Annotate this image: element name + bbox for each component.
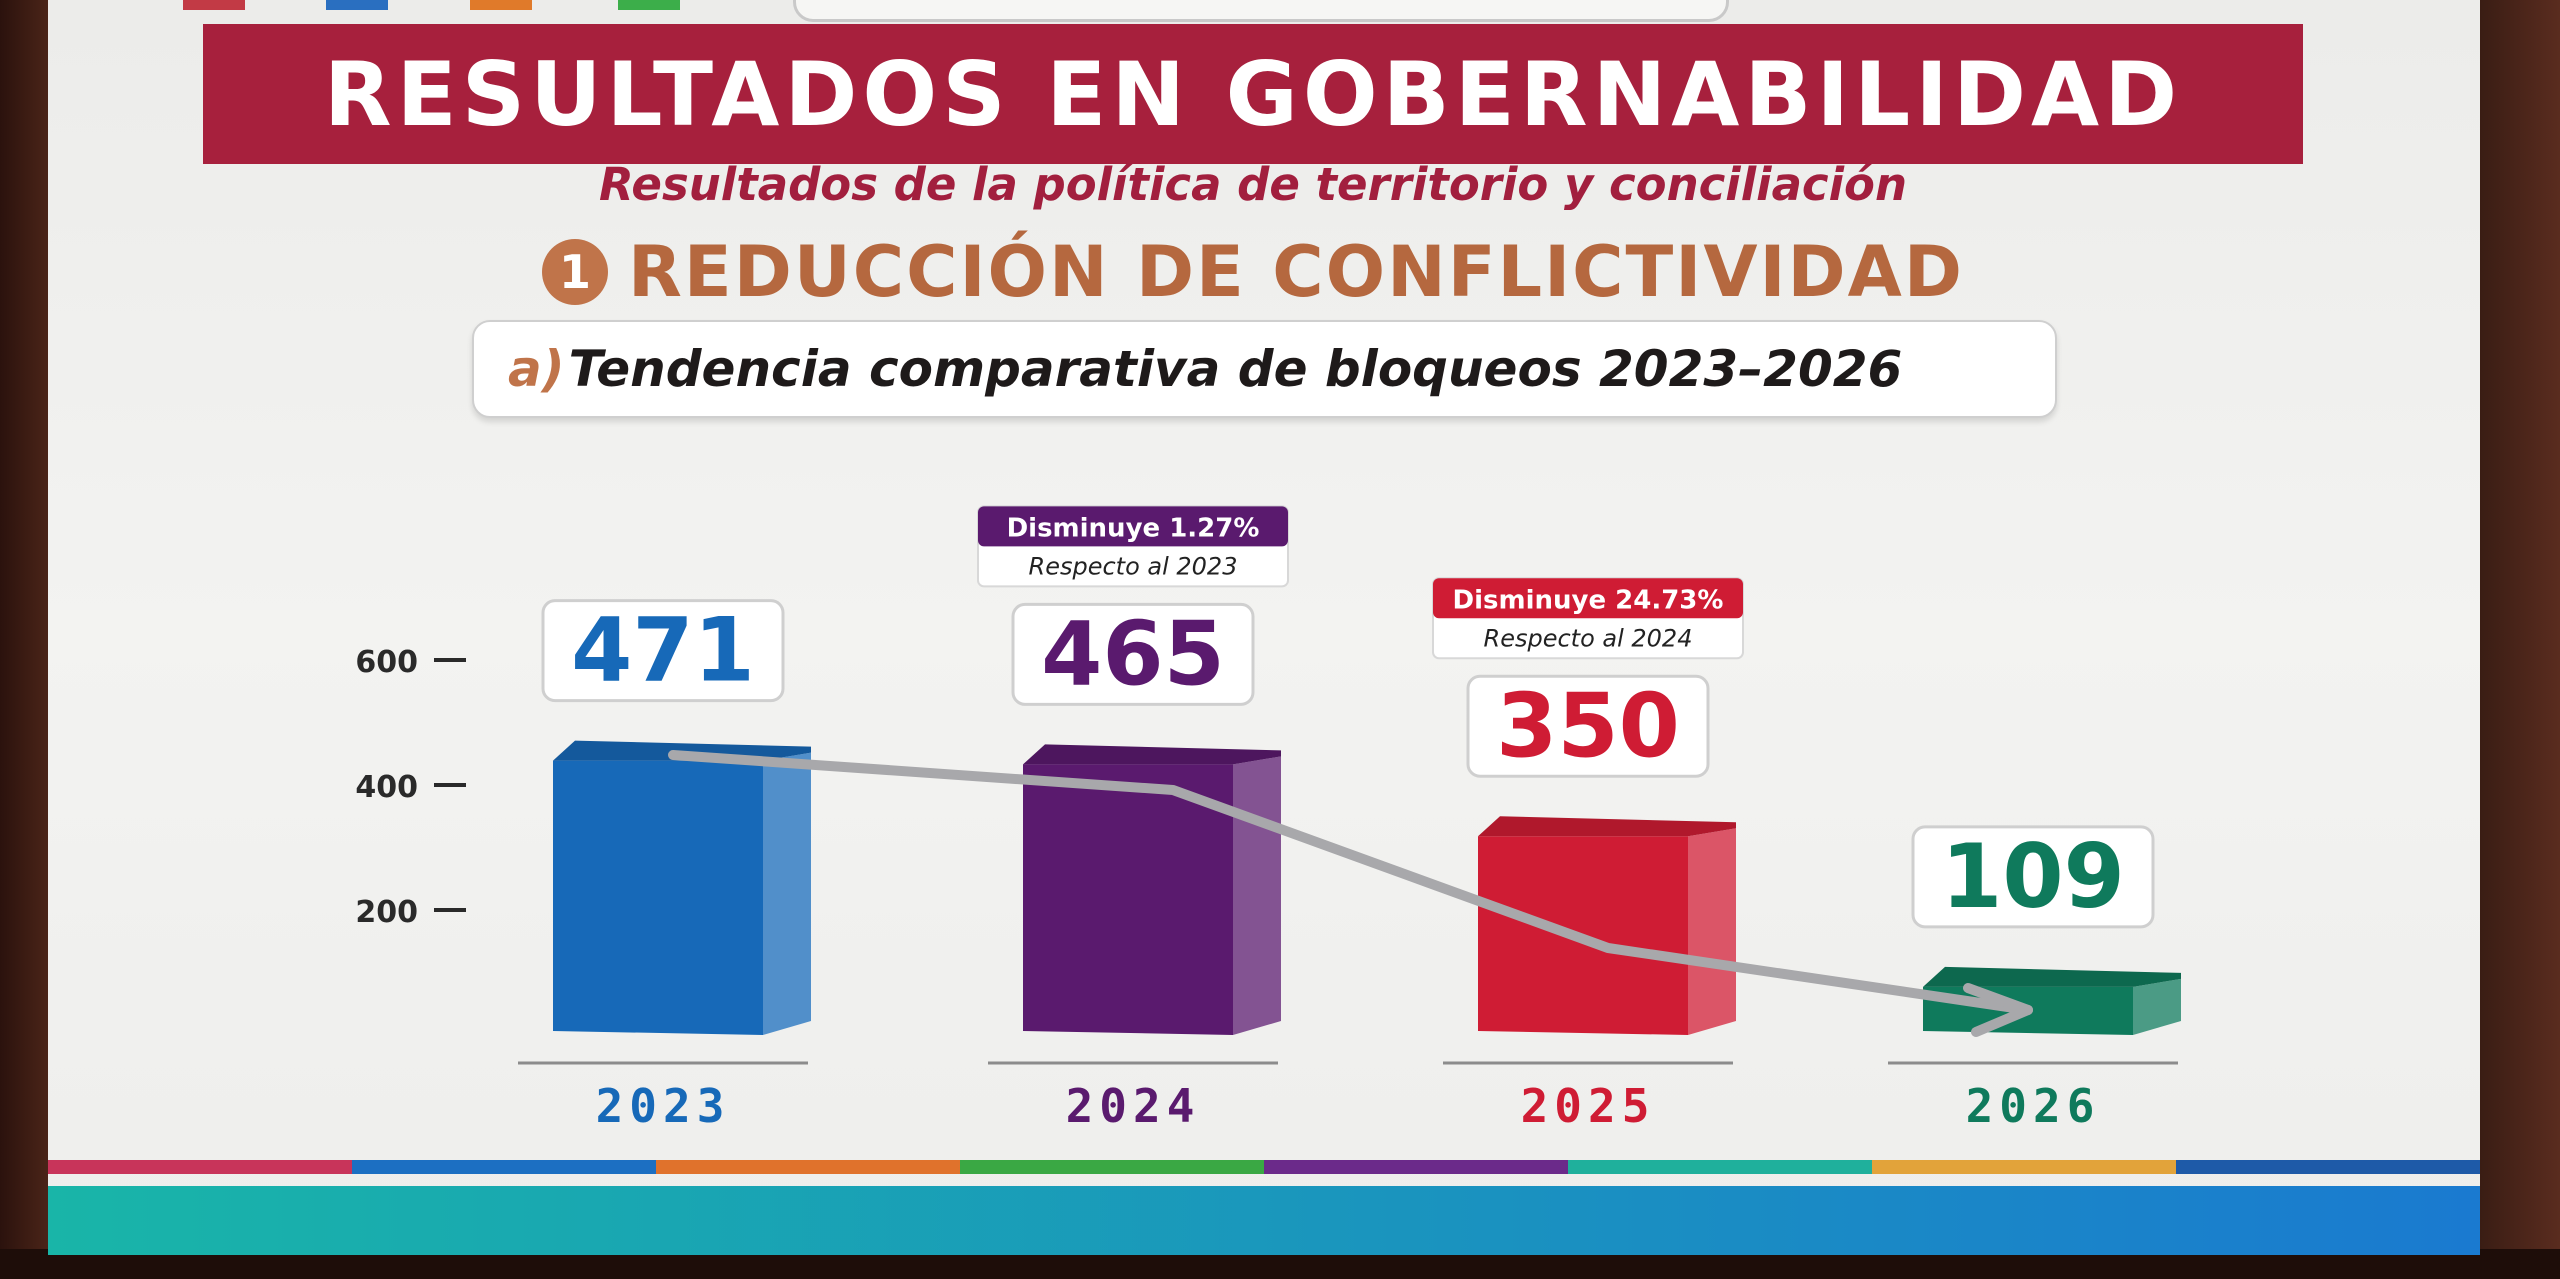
y-tick: 200 [355, 895, 466, 930]
bar-side [1688, 828, 1736, 1035]
data-label: 465 [1041, 602, 1225, 705]
value-label-box [1011, 602, 1255, 706]
color-stripe [48, 1160, 2480, 1174]
annotation-pill: Disminuye 24.73% Respecto al 2024 [1432, 577, 1744, 660]
frame-right [2480, 0, 2560, 1279]
bar-2026: 2026 109 [1888, 825, 2181, 1133]
annotation-header [978, 506, 1288, 547]
subheading-box: a) Tendencia comparativa de bloqueos 202… [472, 320, 2057, 418]
bottom-band [48, 1186, 2480, 1255]
x-tick-label: 2025 [1521, 1079, 1656, 1133]
bar-chart: 200 400 600 2023 471 2024 465 Disminuye 1.27% Re… [355, 505, 2181, 1133]
stripe-segment [352, 1160, 656, 1174]
stripe-segment [1568, 1160, 1872, 1174]
presentation-screen: RESULTADOS EN GOBERNABILIDAD Resultados … [48, 0, 2480, 1255]
section-title: REDUCCIÓN DE CONFLICTIVIDAD [628, 231, 1964, 313]
annotation-title: Disminuye 24.73% [1453, 585, 1724, 615]
annotation-subtitle: Respecto al 2024 [1484, 624, 1693, 652]
data-label: 471 [571, 599, 755, 702]
frame-left [0, 0, 48, 1279]
bar-top [1023, 744, 1281, 765]
x-tick-label: 2026 [1966, 1079, 2101, 1133]
data-label: 350 [1496, 674, 1680, 777]
trend-arrowhead [1963, 983, 2033, 1037]
annotation-header [1433, 578, 1743, 619]
y-tick: 600 [355, 645, 466, 680]
x-tick-label: 2024 [1066, 1079, 1201, 1133]
stripe-segment [1872, 1160, 2176, 1174]
logo-blue [326, 0, 388, 10]
bar-2025: 2025 350 Disminuye 24.73% Respecto al 2024 [1432, 577, 1744, 1133]
section-number-badge: 1 [542, 239, 609, 305]
subheading-text: Tendencia comparativa de bloqueos 2023–2… [568, 340, 1903, 398]
value-label-box [1466, 674, 1710, 778]
value-label-box [1911, 825, 2155, 929]
bar-2023: 2023 471 [518, 599, 811, 1133]
logo-orange [470, 0, 532, 10]
stripe-segment [2176, 1160, 2480, 1174]
bar-side [1233, 756, 1281, 1035]
x-tick-label: 2023 [596, 1079, 731, 1133]
bar-side [2133, 978, 2181, 1035]
bar-front [553, 760, 763, 1035]
stripe-segment [1264, 1160, 1568, 1174]
stripe-segment [960, 1160, 1264, 1174]
y-tick-label: 200 [355, 895, 418, 930]
section-heading: 1 REDUCCIÓN DE CONFLICTIVIDAD [203, 231, 2303, 313]
stripe-segment [656, 1160, 960, 1174]
y-tick: 400 [355, 770, 466, 805]
bar-front [1023, 764, 1233, 1035]
logo-strip [48, 0, 2480, 22]
y-tick-label: 400 [355, 770, 418, 805]
bar-top [1478, 816, 1736, 837]
annotation-subtitle: Respecto al 2023 [1029, 552, 1238, 580]
value-label-box [541, 599, 785, 703]
logo-green [618, 0, 680, 10]
title-bar: RESULTADOS EN GOBERNABILIDAD [203, 24, 2303, 164]
trend-line [668, 750, 2033, 1015]
logo-red [183, 0, 245, 10]
page-subtitle: Resultados de la política de territorio … [599, 158, 1907, 211]
subheading-letter: a) [508, 340, 565, 398]
bar-top [1923, 966, 2181, 987]
bar-2024: 2024 465 Disminuye 1.27% Respecto al 2023 [977, 505, 1289, 1133]
bar-side [763, 752, 811, 1035]
stripe-segment [48, 1160, 352, 1174]
data-label: 109 [1941, 825, 2125, 928]
annotation-title: Disminuye 1.27% [1007, 513, 1260, 543]
annotation-pill: Disminuye 1.27% Respecto al 2023 [977, 505, 1289, 588]
page-title: RESULTADOS EN GOBERNABILIDAD [323, 42, 2183, 146]
y-tick-label: 600 [355, 645, 418, 680]
